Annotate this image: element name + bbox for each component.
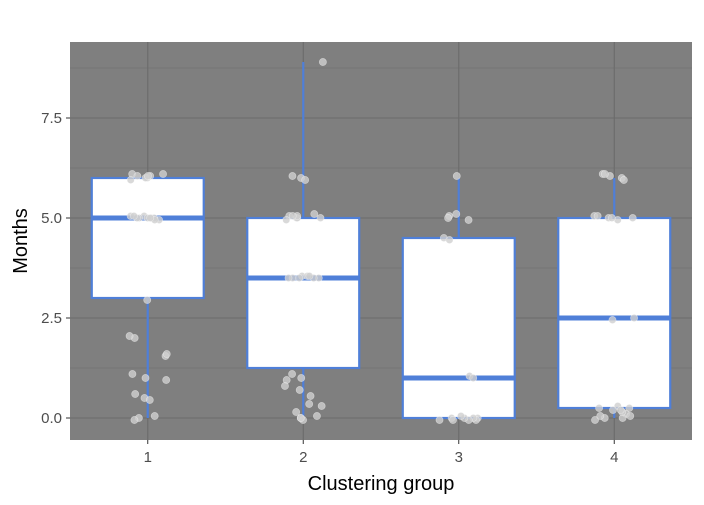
y-tick-label: 2.5 [41,310,62,327]
data-point [297,374,306,382]
data-point [284,274,293,282]
data-point [449,416,457,424]
jitter-points [125,58,638,424]
data-point [600,170,609,178]
data-point [159,170,167,178]
data-point [593,212,602,220]
data-point [288,172,297,180]
data-point [143,296,152,304]
y-axis-ticks: 0.0 2.5 5.0 7.5 [41,110,70,427]
data-point [130,212,138,220]
data-point [301,176,310,184]
data-point [435,416,444,424]
data-point [457,412,465,420]
data-point [310,210,319,218]
x-tick-label: 3 [455,449,463,466]
y-tick-label: 0.0 [41,410,62,427]
data-point [150,412,159,420]
data-point [296,414,305,422]
data-point [144,172,152,180]
x-tick-label: 1 [144,449,152,466]
y-axis-title: Months [10,208,32,274]
data-point [317,402,326,410]
box-1 [90,176,205,300]
data-point [125,332,134,340]
data-point [126,176,135,184]
data-point [452,172,461,180]
data-point [591,416,599,424]
data-point [288,370,296,378]
data-point [445,236,454,244]
data-point [305,400,314,408]
data-point [162,376,171,384]
box-4 [557,216,672,410]
data-point [318,58,327,66]
data-point [133,172,142,180]
data-point [282,216,291,224]
data-point [607,214,616,222]
data-point [305,272,314,280]
data-point [146,214,155,222]
data-point [628,214,637,222]
data-point [288,212,297,220]
data-point [295,386,304,394]
data-point [469,374,478,382]
data-point [452,210,461,218]
data-point [464,216,473,224]
data-point [444,214,453,222]
data-point [596,412,605,420]
data-point [313,412,321,420]
data-point [295,274,304,282]
data-point [619,176,628,184]
data-point [630,314,638,322]
data-point [292,408,301,416]
data-point [162,350,171,358]
data-point [131,390,140,398]
data-point [625,404,634,412]
data-point [145,396,154,404]
y-tick-label: 5.0 [41,210,62,227]
y-tick-label: 7.5 [41,110,62,127]
data-point [595,404,603,412]
data-point [306,392,315,400]
data-point [130,416,139,424]
data-point [281,382,289,390]
data-point [626,412,635,420]
data-point [608,316,617,324]
box-2 [246,216,361,370]
data-point [128,370,137,378]
data-point [141,374,150,382]
x-tick-label: 2 [299,449,307,466]
box-3 [401,236,516,420]
boxes [90,176,672,420]
data-point [609,406,617,414]
x-tick-label: 4 [610,449,618,466]
x-axis-title: Clustering group [308,473,455,495]
data-point [616,406,625,414]
data-point [316,214,325,222]
x-axis-ticks: 1 2 3 4 [144,440,618,466]
